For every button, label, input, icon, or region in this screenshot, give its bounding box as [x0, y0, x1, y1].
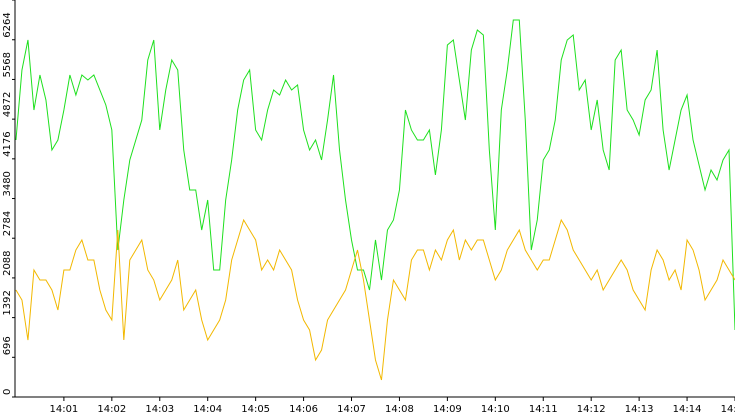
x-tick-label: 14:05 — [241, 404, 270, 415]
x-tick-label: 14:14 — [673, 404, 702, 415]
y-tick-label: 2088 — [2, 250, 13, 275]
x-tick-label: 14:01 — [49, 404, 78, 415]
data-line — [15, 218, 735, 381]
x-tick-label: 14:08 — [385, 404, 414, 415]
y-tick-label: 6264 — [2, 12, 13, 37]
x-tick-label: 14:07 — [337, 404, 366, 415]
x-tick-label: 14:10 — [481, 404, 510, 415]
x-tick-label: 14:02 — [97, 404, 126, 415]
y-tick-label: 3480 — [2, 171, 13, 196]
y-tick-label: 696 — [2, 336, 13, 355]
x-tick-label: 14:03 — [145, 404, 174, 415]
x-tick-label: 14:04 — [193, 404, 222, 415]
y-tick-label: 4872 — [2, 92, 13, 117]
y-tick-label: 5568 — [2, 52, 13, 77]
y-tick-label: 2784 — [2, 211, 13, 236]
x-tick-label: 14:11 — [529, 404, 558, 415]
y-tick-label: 1392 — [2, 290, 13, 315]
x-tick-label: 14:09 — [433, 404, 462, 415]
data-line — [15, 19, 735, 331]
y-tick-label: 4176 — [2, 131, 13, 156]
x-tick-label: 14:15 — [721, 404, 735, 415]
x-tick-label: 14:13 — [625, 404, 654, 415]
y-tick-label: 0 — [2, 389, 13, 395]
x-tick-label: 14:06 — [289, 404, 318, 415]
x-tick-label: 14:12 — [577, 404, 606, 415]
